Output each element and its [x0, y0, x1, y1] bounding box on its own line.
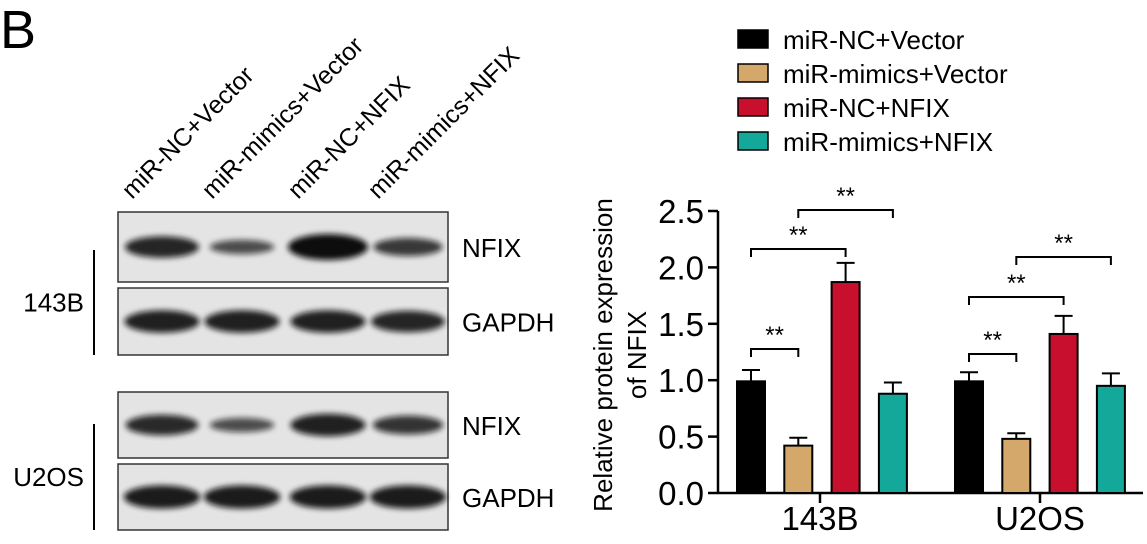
y-tick-label: 2.0 — [658, 249, 704, 286]
blot-row-label: NFIX — [462, 411, 521, 441]
x-tick-label: U2OS — [995, 500, 1085, 537]
bar-miR-mimics+Vector — [783, 444, 814, 494]
y-axis-label: Relative protein expression — [588, 198, 618, 512]
bar-miR-mimics+NFIX — [877, 392, 908, 494]
blot-row-label: GAPDH — [462, 483, 554, 513]
panel-label: B — [0, 0, 36, 60]
significance-label: ** — [1007, 270, 1026, 297]
legend-swatch — [737, 131, 769, 151]
significance-label: ** — [1054, 230, 1073, 257]
blot-band — [203, 485, 281, 509]
legend-swatch — [737, 63, 769, 83]
blot-band — [371, 310, 445, 333]
blot-band — [209, 417, 275, 433]
significance-label: ** — [789, 222, 808, 249]
blot-band — [125, 414, 199, 436]
y-tick-label: 1.5 — [658, 306, 704, 343]
legend-swatch — [737, 29, 769, 49]
bar-miR-mimics+NFIX — [1095, 384, 1126, 494]
blot-band — [125, 236, 199, 258]
significance-bracket — [968, 296, 1065, 305]
x-tick-label: 143B — [781, 500, 858, 537]
blot-band — [369, 485, 447, 509]
y-tick-label: 0.5 — [658, 419, 704, 456]
legend-label: miR-NC+NFIX — [783, 93, 950, 123]
y-tick-label: 2.5 — [658, 193, 704, 230]
significance-bracket — [1015, 256, 1112, 265]
y-axis-label: of NFIX — [622, 311, 652, 399]
significance-label: ** — [983, 327, 1002, 354]
bar-miR-NC+NFIX — [1048, 332, 1079, 494]
cell-line-label: 143B — [23, 288, 84, 318]
cell-line-label: U2OS — [13, 462, 84, 492]
blot-band — [209, 239, 275, 255]
significance-bracket — [797, 209, 894, 218]
legend-label: miR-NC+Vector — [783, 25, 965, 55]
blot-band — [124, 310, 200, 333]
bar-miR-mimics+Vector — [1001, 437, 1032, 494]
y-tick-label: 0.0 — [658, 475, 704, 512]
legend-swatch — [737, 97, 769, 117]
legend-label: miR-mimics+NFIX — [783, 127, 993, 157]
bar-miR-NC+NFIX — [830, 281, 861, 494]
blot-band — [204, 310, 280, 333]
y-tick-label: 1.0 — [658, 362, 704, 399]
blot-band — [288, 234, 368, 260]
bar-miR-NC+Vector — [736, 380, 766, 494]
blot-row-label: GAPDH — [462, 308, 554, 338]
lane-label: miR-mimics+NFIX — [362, 41, 525, 204]
blot-band — [290, 310, 366, 333]
significance-bracket — [968, 353, 1018, 362]
blot-band — [372, 415, 444, 435]
bar-miR-NC+Vector — [954, 380, 984, 494]
legend-label: miR-mimics+Vector — [783, 59, 1008, 89]
blot-band — [290, 413, 366, 437]
blot-band — [373, 238, 443, 256]
blot-band — [123, 485, 201, 509]
significance-label: ** — [836, 183, 855, 210]
blot-row-label: NFIX — [462, 233, 521, 263]
significance-bracket — [750, 348, 800, 357]
significance-label: ** — [765, 322, 784, 349]
significance-bracket — [750, 248, 847, 257]
lane-label: miR-NC+Vector — [116, 61, 259, 204]
blot-band — [289, 485, 367, 509]
